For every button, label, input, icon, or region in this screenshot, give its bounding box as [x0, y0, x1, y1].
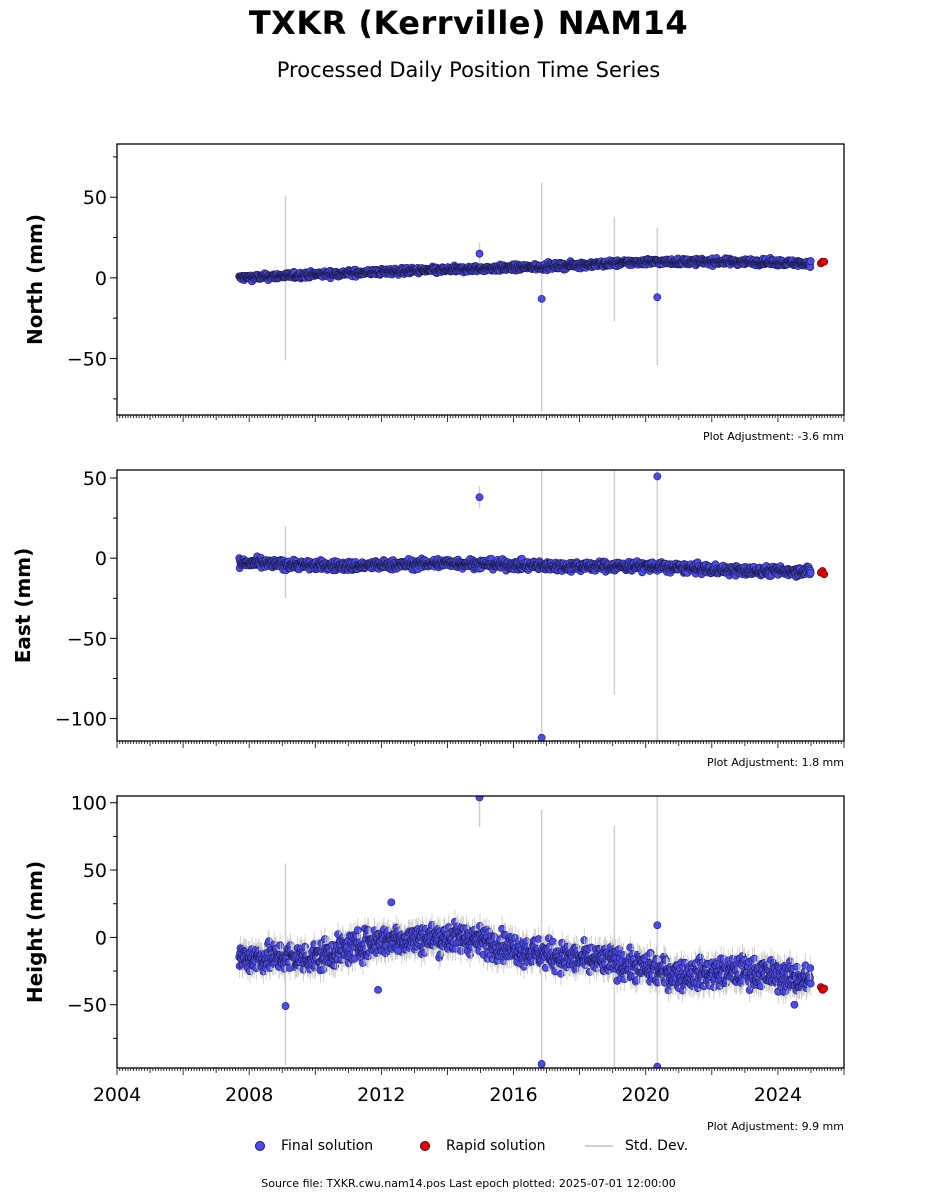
panel-east: −100 −50 0 50 East (mm) Plot Adjustment: 1.8 … — [11, 468, 845, 769]
final-point — [475, 493, 484, 502]
y-tick-label: −50 — [67, 349, 107, 371]
chart-title: TXKR (Kerrville) NAM14 — [248, 4, 689, 42]
plot-area — [235, 182, 829, 412]
final-solution-points — [235, 909, 815, 1005]
panel-north: −50 0 50 North (mm) Plot Adjustment: -3.6 mm — [23, 143, 845, 443]
y-tick-label: 50 — [83, 187, 107, 209]
final-point — [653, 472, 662, 481]
axes-frame — [116, 469, 845, 742]
plot-adjustment-note: Plot Adjustment: -3.6 mm — [703, 430, 844, 443]
y-tick-label: 0 — [95, 548, 107, 570]
rapid-point — [820, 570, 829, 579]
y-axis-label: North (mm) — [23, 214, 47, 345]
y-tick-label: −50 — [67, 628, 107, 650]
chart-subtitle: Processed Daily Position Time Series — [276, 58, 661, 82]
final-solution-points — [235, 552, 815, 581]
y-axis-label: East (mm) — [11, 548, 35, 664]
rapid-point — [820, 257, 829, 266]
y-tick-label: 50 — [83, 468, 107, 490]
y-tick-label: −100 — [55, 709, 107, 731]
axes-frame — [116, 143, 845, 416]
final-point — [537, 294, 546, 303]
final-point — [475, 249, 484, 258]
plot-area — [235, 470, 829, 741]
final-point — [806, 568, 815, 577]
plot-area — [235, 796, 829, 1068]
final-solution-points — [235, 254, 815, 286]
y-tick-label: 0 — [95, 268, 107, 290]
plot-adjustment-note: Plot Adjustment: 1.8 mm — [707, 756, 844, 769]
final-point — [653, 293, 662, 302]
final-point — [806, 257, 815, 265]
final-point — [537, 733, 546, 741]
